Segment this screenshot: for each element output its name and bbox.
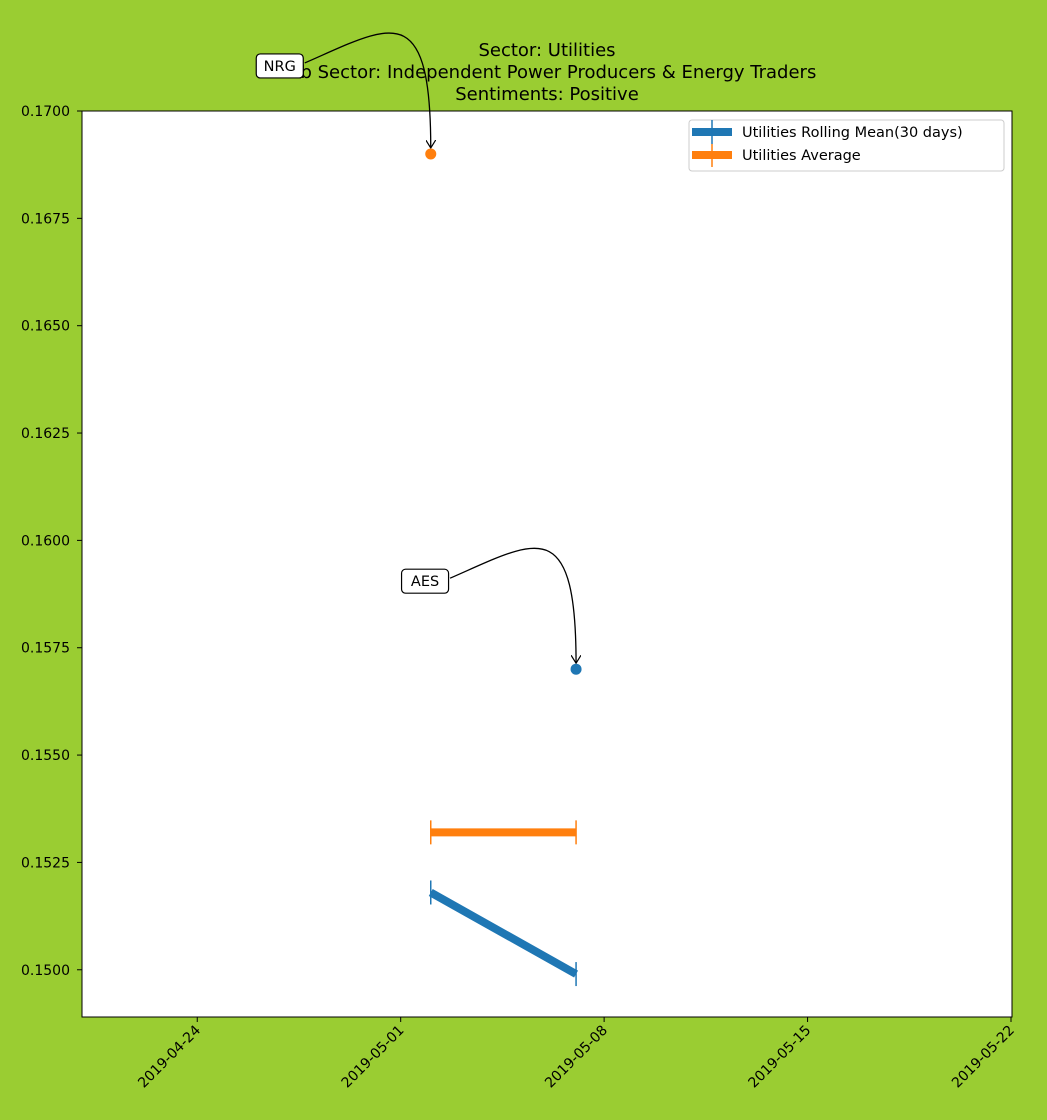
y-axis: 0.1500 0.1525 0.1550 0.1575 0.1600 0.1625 0.16… <box>21 104 82 979</box>
title-line-sector: Sector: Utilities <box>478 40 615 61</box>
y-tick-label: 0.1500 <box>21 963 70 979</box>
annotation-arrow <box>449 547 576 663</box>
legend-label-average: Utilities Average <box>742 148 861 164</box>
annotation-label-aes: AES <box>411 574 439 590</box>
title-line-sentiments: Sentiments: Positive <box>455 84 639 105</box>
legend: Utilities Rolling Mean(30 days) Utilitie… <box>688 119 1005 172</box>
y-tick-label: 0.1700 <box>21 104 70 120</box>
annotation-label-nrg: NRG <box>264 59 296 75</box>
series-line-0 <box>428 888 579 978</box>
y-tick-label: 0.1550 <box>21 748 70 764</box>
title-line-sub-sector: Sub Sector: Independent Power Producers … <box>278 62 817 83</box>
data-point-nrg <box>425 148 437 160</box>
annotation-box <box>255 53 304 79</box>
y-tick-label: 0.1525 <box>21 855 70 871</box>
y-tick-label: 0.1625 <box>21 426 70 442</box>
legend-box <box>688 119 1005 172</box>
annotation-box <box>400 568 450 594</box>
series-layer <box>428 820 579 987</box>
y-tick-label: 0.1600 <box>21 533 70 549</box>
y-tick-label: 0.1650 <box>21 319 70 335</box>
legend-label-rolling-mean: Utilities Rolling Mean(30 days) <box>742 125 963 141</box>
y-tick-label: 0.1575 <box>21 641 70 657</box>
y-tick-label: 0.1675 <box>21 211 70 227</box>
annotation-layer: NRG AES <box>255 32 582 675</box>
annotation-arrow <box>304 32 431 148</box>
plot-area <box>81 110 1013 1018</box>
chart-title: Sector: Utilities Sub Sector: Independen… <box>278 40 817 105</box>
data-point-aes <box>570 663 582 675</box>
